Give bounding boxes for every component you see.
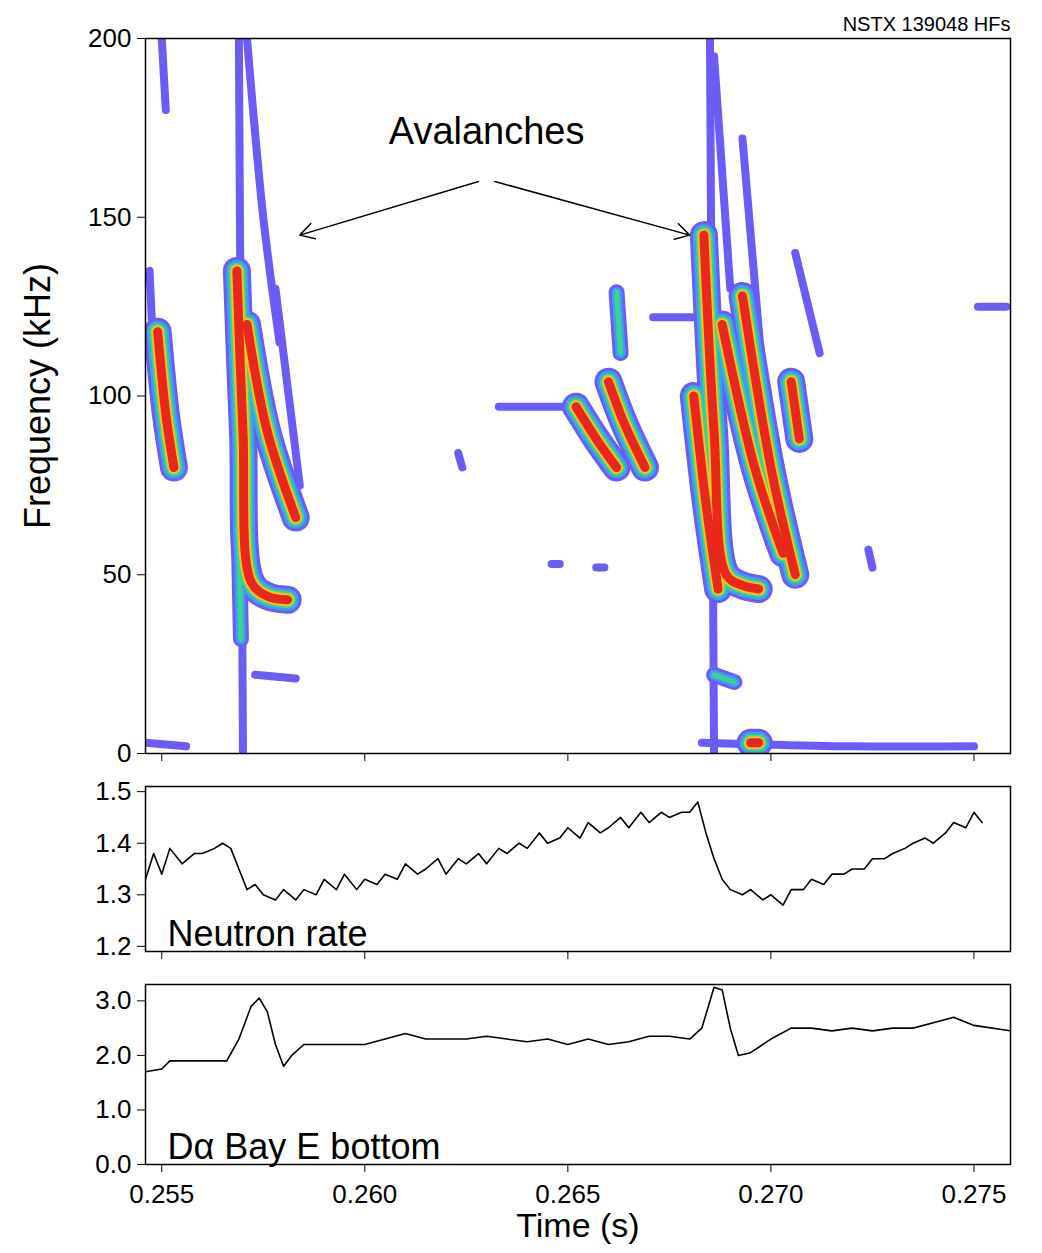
svg-text:0: 0 <box>117 738 131 768</box>
svg-text:0.275: 0.275 <box>941 1179 1006 1209</box>
svg-text:0.255: 0.255 <box>129 1179 194 1209</box>
svg-text:Dα Bay E bottom: Dα Bay E bottom <box>168 1126 441 1167</box>
svg-text:1.0: 1.0 <box>95 1094 131 1124</box>
svg-text:2.0: 2.0 <box>95 1040 131 1070</box>
svg-text:Avalanches: Avalanches <box>389 110 585 152</box>
svg-text:Frequency (kHz): Frequency (kHz) <box>17 263 58 529</box>
svg-text:200: 200 <box>88 23 131 53</box>
svg-text:0.265: 0.265 <box>535 1179 600 1209</box>
svg-text:0.0: 0.0 <box>95 1149 131 1179</box>
svg-text:50: 50 <box>103 559 132 589</box>
svg-text:1.3: 1.3 <box>95 879 131 909</box>
svg-text:3.0: 3.0 <box>95 985 131 1015</box>
svg-text:Neutron rate: Neutron rate <box>168 913 368 954</box>
svg-text:1.5: 1.5 <box>95 776 131 806</box>
svg-text:1.4: 1.4 <box>95 828 131 858</box>
svg-text:Time (s): Time (s) <box>516 1206 639 1244</box>
svg-text:100: 100 <box>88 380 131 410</box>
svg-text:0.260: 0.260 <box>332 1179 397 1209</box>
svg-text:0.270: 0.270 <box>738 1179 803 1209</box>
svg-text:150: 150 <box>88 202 131 232</box>
svg-text:NSTX 139048 HFs: NSTX 139048 HFs <box>843 13 1011 35</box>
svg-text:1.2: 1.2 <box>95 931 131 961</box>
